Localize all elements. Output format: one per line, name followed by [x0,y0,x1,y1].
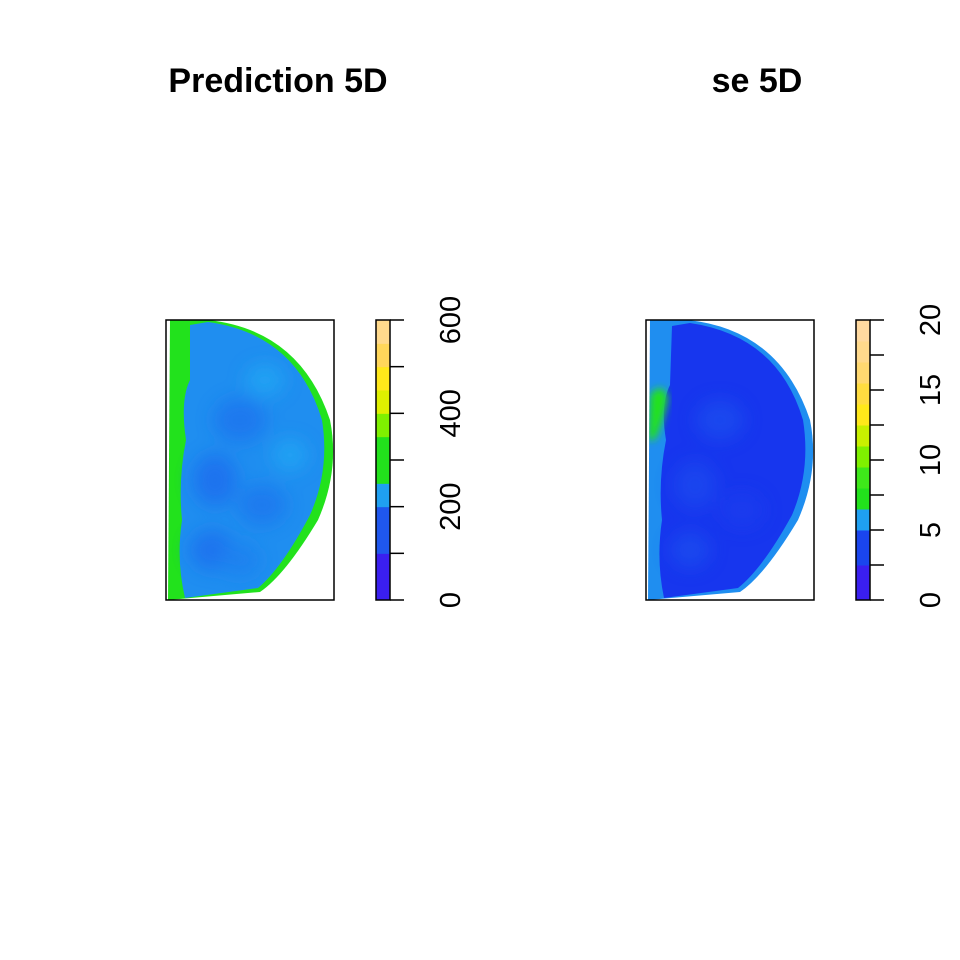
colorbar-segment [856,488,870,510]
colorbar-segment [376,460,390,484]
field-green-patch [648,388,668,440]
colorbar-segment [856,446,870,468]
colorbar-segment [856,565,870,601]
chart-title: Prediction 5D [168,62,387,100]
colorbar-segment [856,341,870,363]
colorbar-segment [376,366,390,391]
colorbar-segment [856,530,870,566]
colorbar-tick-label: 5 [915,522,947,538]
colorbar-segment [376,343,390,368]
heatmap-field [168,320,334,600]
heatmap-field [648,320,814,600]
colorbar-segment [856,404,870,426]
colorbar-segment [856,425,870,447]
colorbar-legend: 0 5 10 15 20 [855,304,947,608]
colorbar-segment [376,320,390,344]
colorbar-segment [856,467,870,489]
colorbar-tick-label: 15 [915,374,947,406]
chart-title: se 5D [712,62,803,100]
colorbar-tick-label: 0 [435,592,467,608]
colorbar-segment [856,320,870,342]
colorbar-segment [376,436,390,461]
field-background [659,323,806,598]
colorbar-tick-label: 200 [435,482,467,530]
plot-frame [165,319,335,601]
colorbar-segment [856,509,870,531]
colorbar-tick-label: 10 [915,444,947,476]
colorbar-tick-label: 600 [435,296,467,344]
colorbar-legend: 0 200 400 600 [375,296,467,608]
colorbar-segment [856,383,870,405]
colorbar-segment [376,413,390,438]
colorbar-segment [376,553,390,601]
colorbar-tick-label: 20 [915,304,947,336]
field-background [179,322,325,598]
plot-frame [645,319,815,601]
colorbar-tick-label: 400 [435,389,467,437]
colorbar-segment [376,483,390,508]
panel-prediction: Prediction 5D 0 200 400 600 [165,62,467,608]
colorbar-segment [856,362,870,384]
panel-se: se 5D 0 5 10 15 20 [645,62,947,608]
colorbar-tick-label: 0 [915,592,947,608]
colorbar-segment [376,390,390,414]
colorbar-segment [376,506,390,554]
